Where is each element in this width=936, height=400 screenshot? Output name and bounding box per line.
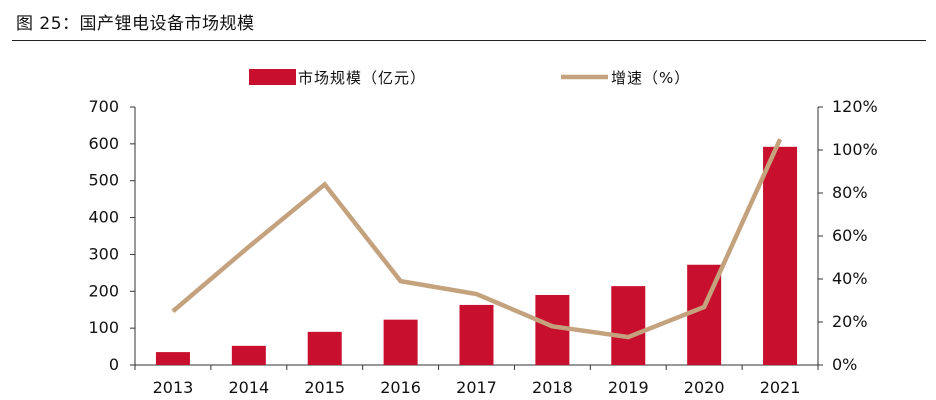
x-tick-label: 2018 — [532, 378, 573, 397]
growth-point-2017 — [476, 293, 477, 295]
growth-point-2015 — [324, 183, 326, 185]
growth-point-2021 — [779, 138, 781, 140]
x-tick-label: 2014 — [228, 378, 269, 397]
x-tick-label: 2020 — [684, 378, 725, 397]
bar-2013 — [155, 352, 190, 365]
title-rule — [12, 40, 926, 41]
y-right-tick-label: 40% — [832, 269, 868, 288]
bar-2021 — [763, 146, 798, 365]
y-right-tick-label: 20% — [832, 312, 868, 331]
bar-2017 — [459, 304, 494, 365]
growth-point-2018 — [551, 325, 553, 327]
bar-2015 — [307, 331, 342, 365]
x-tick-label: 2017 — [456, 378, 497, 397]
x-tick-label: 2021 — [760, 378, 801, 397]
legend-bar-swatch — [249, 69, 296, 85]
bar-2019 — [611, 286, 646, 365]
bar-2014 — [231, 345, 266, 365]
y-left-tick-label: 300 — [88, 244, 119, 263]
y-left-tick-label: 400 — [88, 208, 119, 227]
x-tick-label: 2015 — [304, 378, 345, 397]
x-tick-label: 2019 — [608, 378, 649, 397]
y-left-tick-label: 600 — [88, 134, 119, 153]
growth-point-2013 — [172, 310, 174, 312]
y-right-tick-label: 120% — [832, 97, 878, 116]
y-right-tick-label: 80% — [832, 183, 868, 202]
x-tick-label: 2013 — [153, 378, 194, 397]
x-tick-label: 2016 — [380, 378, 421, 397]
y-left-tick-label: 500 — [88, 171, 119, 190]
y-left-tick-label: 700 — [88, 97, 119, 116]
y-right-tick-label: 0% — [832, 355, 857, 374]
y-left-tick-label: 0 — [109, 355, 119, 374]
y-left-tick-label: 100 — [88, 318, 119, 337]
y-left-tick-label: 200 — [88, 281, 119, 300]
growth-point-2014 — [248, 246, 250, 248]
growth-point-2019 — [627, 336, 629, 338]
y-right-tick-label: 100% — [832, 140, 878, 159]
bar-2016 — [383, 319, 418, 365]
growth-point-2016 — [400, 280, 402, 282]
legend-bar-label: 市场规模（亿元） — [298, 69, 426, 87]
growth-point-2020 — [703, 306, 705, 308]
legend-line-label: 增速（%） — [611, 69, 690, 87]
figure-title: 图 25：国产锂电设备市场规模 — [16, 14, 255, 34]
y-right-tick-label: 60% — [832, 226, 868, 245]
